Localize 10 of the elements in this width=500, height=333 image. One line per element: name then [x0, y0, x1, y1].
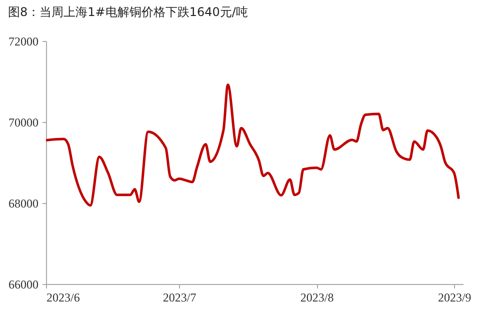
x-tick-label: 2023/6 [46, 290, 80, 304]
x-tick-label: 2023/7 [162, 290, 196, 304]
chart-title: 图8：当周上海1#电解铜价格下跌1640元/吨 [8, 5, 248, 19]
y-tick-label: 66000 [8, 278, 38, 292]
y-tick-label: 72000 [8, 34, 38, 48]
y-tick-label: 70000 [8, 116, 38, 130]
x-tick-label: 2023/9 [438, 290, 472, 304]
line-series [46, 83, 460, 207]
y-tick-label: 68000 [8, 196, 38, 210]
x-tick-label: 2023/8 [300, 290, 334, 304]
